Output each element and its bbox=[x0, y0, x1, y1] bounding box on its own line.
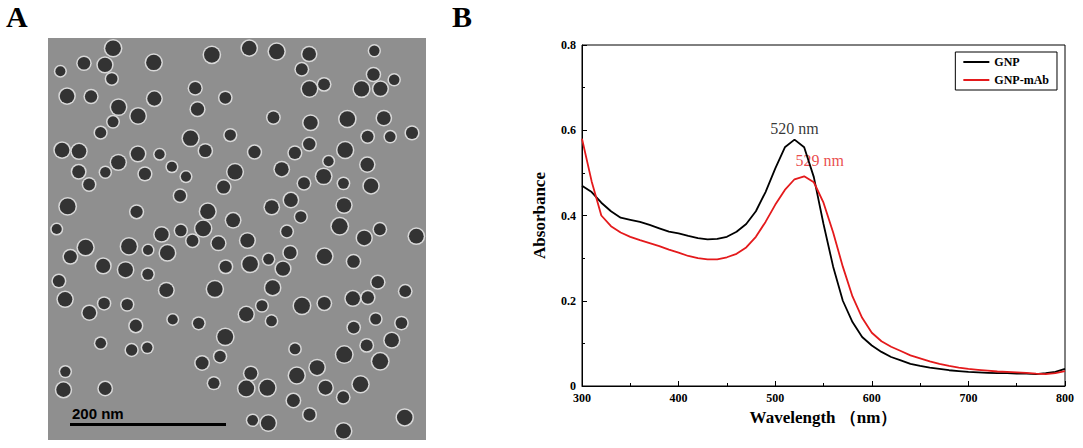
svg-text:0.4: 0.4 bbox=[561, 209, 576, 223]
svg-text:600: 600 bbox=[863, 391, 881, 405]
svg-text:Absorbance: Absorbance bbox=[530, 172, 549, 259]
svg-text:520 nm: 520 nm bbox=[770, 120, 819, 137]
svg-text:400: 400 bbox=[670, 391, 688, 405]
svg-text:700: 700 bbox=[959, 391, 977, 405]
svg-text:GNP: GNP bbox=[994, 55, 1019, 69]
svg-text:300: 300 bbox=[573, 391, 591, 405]
html-text:B: B bbox=[452, 0, 472, 33]
svg-text:500: 500 bbox=[766, 391, 784, 405]
html-text:A: A bbox=[6, 0, 28, 33]
svg-text:800: 800 bbox=[1056, 391, 1074, 405]
svg-text:Wavelength （nm）: Wavelength （nm） bbox=[750, 408, 898, 427]
svg-text:GNP-mAb: GNP-mAb bbox=[994, 73, 1049, 87]
svg-text:0.8: 0.8 bbox=[561, 38, 576, 52]
svg-text:0.6: 0.6 bbox=[561, 123, 576, 137]
svg-text:200 nm: 200 nm bbox=[72, 405, 124, 422]
svg-text:0.2: 0.2 bbox=[561, 294, 576, 308]
svg-text:0: 0 bbox=[570, 379, 576, 393]
svg-text:529 nm: 529 nm bbox=[795, 152, 844, 169]
